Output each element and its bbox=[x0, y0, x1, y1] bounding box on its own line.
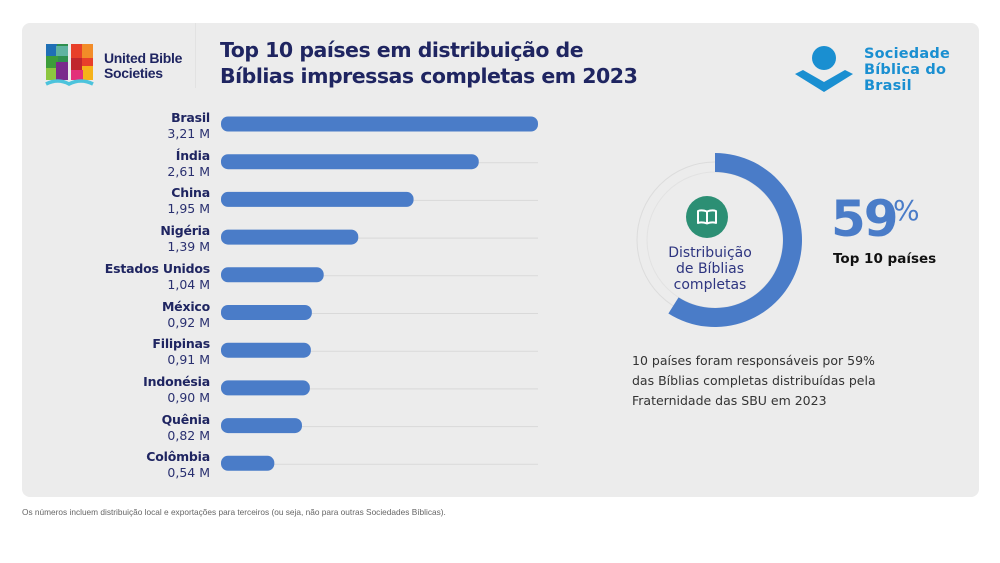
bar-value-label: 1,95 M bbox=[167, 201, 210, 217]
bar-category-label: Quênia 0,82 M bbox=[161, 411, 211, 444]
bar-country-name: México bbox=[161, 298, 210, 314]
description-line2: das Bíblias completas distribuídas pela bbox=[632, 373, 876, 388]
bar bbox=[221, 380, 310, 396]
bar bbox=[221, 154, 479, 170]
ubs-logo-tile bbox=[71, 58, 82, 70]
bar-value-label: 1,04 M bbox=[167, 276, 210, 292]
book-icon bbox=[697, 209, 717, 225]
highlight-percentage-unit: % bbox=[893, 194, 920, 227]
sbb-name: Sociedade Bíblica do Brasil bbox=[864, 46, 950, 94]
donut-chart bbox=[636, 153, 802, 327]
ubs-logo-tile bbox=[46, 44, 57, 56]
bar-value-label: 1,39 M bbox=[167, 239, 210, 255]
ubs-logo-icon bbox=[45, 44, 94, 86]
ubs-logo-tile bbox=[56, 46, 68, 56]
bar-value-label: 0,92 M bbox=[167, 314, 210, 330]
bar-value-label: 0,91 M bbox=[167, 352, 210, 368]
donut-center-line2: de Bíblias bbox=[676, 261, 744, 277]
sbb-logo-book bbox=[795, 70, 853, 92]
highlight-caption: Top 10 países bbox=[833, 251, 937, 267]
bar-country-name: Nigéria bbox=[160, 223, 210, 239]
bar-country-name: Brasil bbox=[171, 110, 210, 125]
ubs-name: United Bible Societies bbox=[104, 51, 182, 81]
bar-value-label: 3,21 M bbox=[167, 126, 210, 141]
description-line3: Fraternidade das SBU em 2023 bbox=[632, 393, 827, 408]
bar bbox=[221, 267, 324, 283]
ubs-logo-tile bbox=[46, 68, 56, 80]
sbb-name-line3: Brasil bbox=[864, 78, 912, 94]
bar-value-label: 0,90 M bbox=[167, 389, 210, 405]
bar bbox=[221, 116, 538, 132]
description: 10 países foram responsáveis por 59% das… bbox=[632, 351, 876, 411]
sbb-logo-icon bbox=[795, 46, 853, 92]
bar-category-label: Colômbia 0,54 M bbox=[146, 449, 210, 481]
donut-center-line3: completas bbox=[673, 277, 747, 293]
sbb-name-line1: Sociedade bbox=[864, 46, 950, 62]
bar-country-name: Colômbia bbox=[146, 449, 210, 465]
bar bbox=[221, 455, 275, 471]
title-line2: Bíblias impressas completas em 2023 bbox=[220, 64, 638, 88]
bar-value-label: 0,82 M bbox=[167, 427, 210, 443]
ubs-logo-tile bbox=[46, 56, 58, 68]
bar-country-name: Estados Unidos bbox=[104, 260, 210, 276]
bar-category-label: Estados Unidos 1,04 M bbox=[105, 261, 210, 293]
sbb-logo-head bbox=[812, 46, 836, 70]
book-icon-badge bbox=[686, 196, 728, 238]
ubs-logo-tile bbox=[71, 70, 83, 80]
donut-center-label: Distribuição de Bíblias completas bbox=[645, 245, 775, 293]
bar-category-label: Filipinas 0,91 M bbox=[152, 336, 210, 368]
bar-category-label: Nigéria 1,39 M bbox=[160, 223, 210, 255]
sbb-name-line2: Bíblica do bbox=[864, 62, 947, 78]
title-line1: Top 10 países em distribuição de bbox=[220, 38, 584, 62]
ubs-logo-tile bbox=[82, 44, 93, 58]
bar bbox=[221, 418, 302, 434]
page-title: Top 10 países em distribuição de Bíblias… bbox=[220, 37, 638, 89]
bar-category-label: Brasil 3,21 M bbox=[167, 110, 210, 142]
description-line1: 10 países foram responsáveis por 59% bbox=[632, 353, 875, 368]
infographic-card bbox=[22, 23, 979, 497]
bar bbox=[221, 342, 311, 358]
bar-category-label: China 1,95 M bbox=[167, 185, 210, 217]
ubs-name-line2: Societies bbox=[104, 65, 163, 81]
donut-center-line1: Distribuição bbox=[668, 245, 752, 261]
bar-category-label: México 0,92 M bbox=[162, 299, 210, 331]
bar-country-name: Índia bbox=[175, 147, 210, 163]
bar bbox=[221, 191, 414, 207]
bar-country-name: Filipinas bbox=[152, 336, 210, 352]
bar-country-name: China bbox=[171, 185, 210, 201]
donut-slice-top10 bbox=[668, 153, 802, 327]
bar-value-label: 0,54 M bbox=[167, 465, 210, 481]
ubs-logo-wave bbox=[45, 79, 94, 86]
ubs-logo-tile bbox=[56, 62, 68, 80]
bar bbox=[221, 305, 312, 320]
bar-category-label: Indonésia 0,90 M bbox=[143, 374, 210, 406]
header-divider bbox=[195, 23, 196, 88]
footnote: Os números incluem distribuição local e … bbox=[22, 507, 446, 517]
bar-country-name: Quênia bbox=[161, 411, 211, 427]
bar bbox=[221, 229, 359, 245]
bar-category-label: Índia 2,61 M bbox=[167, 148, 210, 180]
bar-country-name: Indonésia bbox=[143, 373, 210, 389]
bar-value-label: 2,61 M bbox=[167, 163, 210, 179]
ubs-logo-tile bbox=[82, 66, 93, 80]
highlight-percentage: 59 bbox=[831, 190, 899, 248]
ubs-name-line1: United Bible bbox=[104, 50, 183, 66]
